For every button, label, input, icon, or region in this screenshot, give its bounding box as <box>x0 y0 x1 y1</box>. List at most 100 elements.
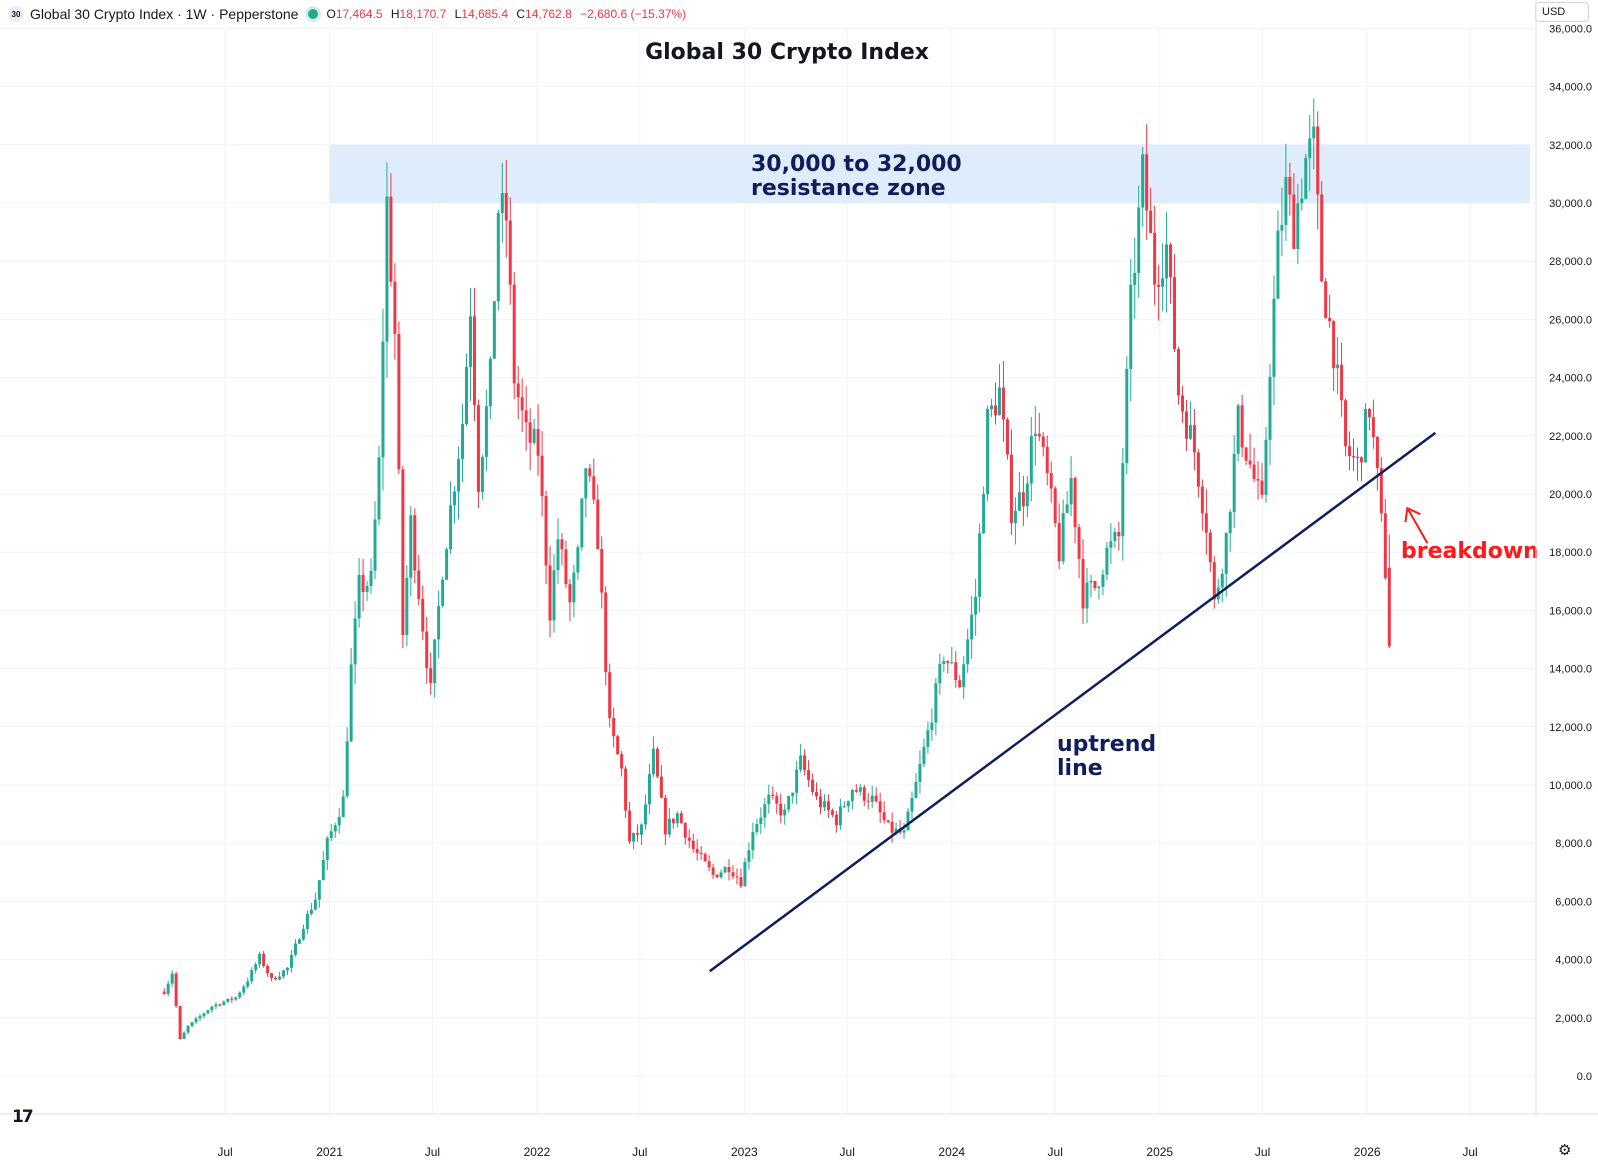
candle-up <box>464 353 468 426</box>
candle-down <box>1180 385 1184 424</box>
candle-body <box>1272 298 1276 377</box>
tradingview-logo[interactable]: 17 <box>12 1107 34 1127</box>
candle-body <box>1336 364 1340 369</box>
candle-body <box>301 928 305 940</box>
candle-up <box>1304 153 1308 200</box>
candle-body <box>715 874 719 878</box>
trendline-label-line1: uptrend <box>1057 732 1156 757</box>
candle-body <box>1288 176 1292 195</box>
candle-up <box>576 544 580 580</box>
candle-body <box>787 796 791 810</box>
candle-body <box>230 998 234 1000</box>
candle-body <box>1232 453 1236 512</box>
candle-down <box>771 786 775 800</box>
candle-body <box>1169 244 1173 278</box>
candle-down <box>671 818 675 829</box>
candle-body <box>1073 478 1077 528</box>
candle-down <box>548 546 552 638</box>
candle-body <box>930 722 934 731</box>
candle-down <box>663 794 667 845</box>
candle-body <box>858 787 862 792</box>
candle-body <box>1316 126 1320 195</box>
candle-body <box>632 833 636 842</box>
candle-body <box>803 755 807 771</box>
candle-down <box>1367 407 1371 431</box>
candle-down <box>830 808 834 818</box>
candle-down <box>596 484 600 550</box>
candle-body <box>413 515 417 571</box>
candle-body <box>962 664 966 688</box>
candle-down <box>683 822 687 845</box>
candle-body <box>1009 454 1013 523</box>
candle-up <box>966 628 970 673</box>
candle-down <box>687 829 691 849</box>
candle-down <box>1292 173 1296 250</box>
candle-up <box>556 518 560 584</box>
candle-down <box>1184 399 1188 452</box>
price-tick-label: 36,000.0 <box>1549 23 1592 35</box>
candle-body <box>1363 408 1367 463</box>
candle-body <box>1121 463 1125 537</box>
candle-body <box>1129 284 1133 369</box>
candle-down <box>715 874 719 878</box>
candle-body <box>914 781 918 798</box>
candle-up <box>532 418 536 446</box>
candle-down <box>826 794 830 818</box>
candle-body <box>878 801 882 813</box>
candle-body <box>488 358 492 407</box>
candle-body <box>687 837 691 841</box>
candle-up <box>377 445 381 525</box>
candle-down <box>731 865 735 880</box>
candle-down <box>1340 342 1344 417</box>
candle-body <box>588 468 592 477</box>
candle-body <box>1348 446 1352 457</box>
candle-down <box>727 859 731 881</box>
candle-body <box>349 664 353 742</box>
candle-body <box>1137 207 1141 273</box>
candle-down <box>162 988 166 996</box>
candle-up <box>1363 402 1367 463</box>
candle-body <box>779 803 783 816</box>
candle-up <box>1216 578 1220 604</box>
candle-up <box>675 811 679 828</box>
candle-body <box>1065 504 1069 514</box>
candle-down <box>1001 361 1005 442</box>
candle-up <box>858 783 862 796</box>
candle-body <box>266 965 270 974</box>
candle-body <box>453 491 457 506</box>
symbol-badge-icon[interactable]: 30 <box>8 6 24 22</box>
candle-body <box>1157 284 1161 287</box>
candle-body <box>1292 194 1296 249</box>
candle-down <box>735 868 739 885</box>
candle-body <box>1328 317 1332 322</box>
candle-up <box>990 398 994 418</box>
candle-body <box>1383 513 1387 578</box>
candle-body <box>206 1010 210 1014</box>
instrument-title[interactable]: Global 30 Crypto Index · 1W · Pepperston… <box>30 6 299 22</box>
candle-up <box>970 596 974 659</box>
candle-up <box>329 823 333 841</box>
candle-up <box>206 1009 210 1015</box>
gear-icon[interactable]: ⚙ <box>1558 1142 1572 1159</box>
candle-up <box>186 1024 190 1035</box>
candle-body <box>468 316 472 368</box>
change-value: −2,680.6 (−15.37%) <box>580 7 687 21</box>
breakdown-arrow-shaft <box>1406 507 1429 544</box>
time-tick-label: Jul <box>632 1145 647 1159</box>
candle-body <box>381 341 385 458</box>
candle-body <box>815 791 819 797</box>
candle-body <box>990 405 994 409</box>
candle-up <box>365 580 369 601</box>
high-value: 18,170.7 <box>399 7 447 21</box>
candle-down <box>1200 479 1204 531</box>
candle-down <box>878 792 882 823</box>
candle-down <box>1196 449 1200 498</box>
candle-up <box>938 653 942 695</box>
candle-body <box>624 768 628 811</box>
candle-body <box>954 662 958 681</box>
candle-body <box>293 943 297 955</box>
candle-body <box>548 565 552 621</box>
candle-up <box>405 565 409 647</box>
candle-up <box>1220 568 1224 602</box>
